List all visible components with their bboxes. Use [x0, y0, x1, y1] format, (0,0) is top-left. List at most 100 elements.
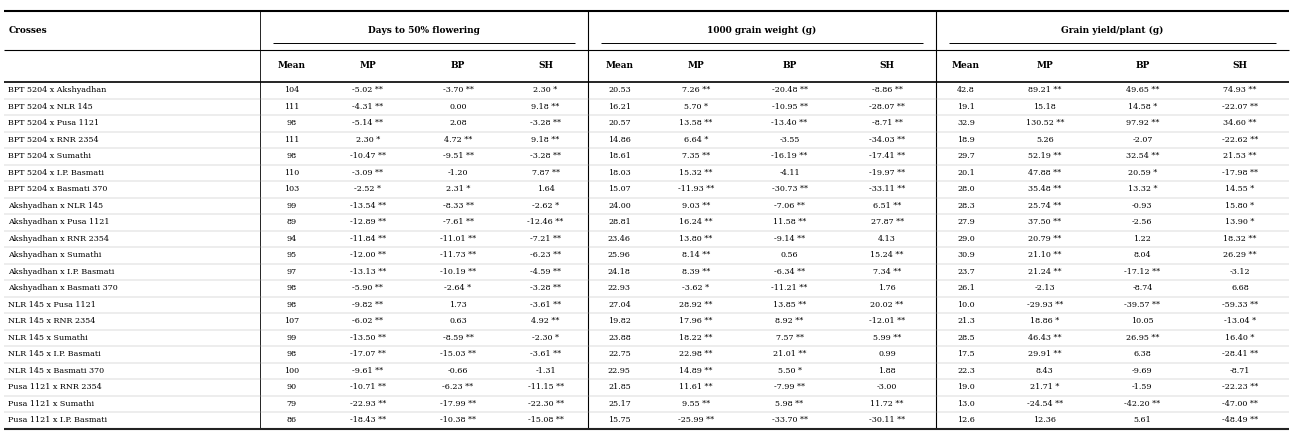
Text: 104: 104	[284, 86, 299, 94]
Text: NLR 145 x Basmati 370: NLR 145 x Basmati 370	[8, 367, 104, 375]
Text: 2.31 *: 2.31 *	[446, 185, 470, 193]
Text: 46.43 **: 46.43 **	[1028, 334, 1062, 342]
Text: -7.21 **: -7.21 **	[530, 235, 561, 243]
Text: 5.26: 5.26	[1036, 136, 1054, 144]
Text: -28.41 **: -28.41 **	[1222, 350, 1258, 358]
Text: -5.90 **: -5.90 **	[352, 284, 383, 292]
Text: -6.23 **: -6.23 **	[530, 251, 561, 259]
Text: 28.92 **: 28.92 **	[679, 301, 712, 309]
Text: 15.18: 15.18	[1033, 103, 1057, 111]
Text: -13.54 **: -13.54 **	[350, 202, 386, 210]
Text: 0.56: 0.56	[780, 251, 799, 259]
Text: 0.00: 0.00	[449, 103, 467, 111]
Text: 16.24 **: 16.24 **	[679, 218, 712, 226]
Text: -20.48 **: -20.48 **	[771, 86, 808, 94]
Text: 13.58 **: 13.58 **	[679, 119, 712, 127]
Text: 7.34 **: 7.34 **	[873, 268, 902, 276]
Text: -7.61 **: -7.61 **	[442, 218, 473, 226]
Text: -6.02 **: -6.02 **	[352, 318, 383, 325]
Text: -30.73 **: -30.73 **	[771, 185, 808, 193]
Text: 98: 98	[286, 350, 297, 358]
Text: BP: BP	[450, 61, 466, 70]
Text: 26.1: 26.1	[957, 284, 975, 292]
Text: 49.65 **: 49.65 **	[1126, 86, 1158, 94]
Text: -11.73 **: -11.73 **	[440, 251, 476, 259]
Text: -3.09 **: -3.09 **	[352, 169, 383, 177]
Text: 6.38: 6.38	[1134, 350, 1151, 358]
Text: -3.12: -3.12	[1229, 268, 1250, 276]
Text: 1.73: 1.73	[449, 301, 467, 309]
Text: -5.02 **: -5.02 **	[352, 86, 383, 94]
Text: Pusa 1121 x I.P. Basmati: Pusa 1121 x I.P. Basmati	[8, 416, 107, 424]
Text: NLR 145 x Pusa 1121: NLR 145 x Pusa 1121	[8, 301, 95, 309]
Text: 34.60 **: 34.60 **	[1223, 119, 1256, 127]
Text: -13.50 **: -13.50 **	[350, 334, 386, 342]
Text: 95: 95	[286, 251, 297, 259]
Text: 99: 99	[286, 334, 297, 342]
Text: 20.02 **: 20.02 **	[871, 301, 904, 309]
Text: -3.61 **: -3.61 **	[530, 301, 561, 309]
Text: 8.92 **: 8.92 **	[775, 318, 804, 325]
Text: 10.0: 10.0	[957, 301, 975, 309]
Text: -22.62 **: -22.62 **	[1222, 136, 1258, 144]
Text: 23.46: 23.46	[608, 235, 631, 243]
Text: BPT 5204 x Pusa 1121: BPT 5204 x Pusa 1121	[8, 119, 99, 127]
Text: BPT 5204 x RNR 2354: BPT 5204 x RNR 2354	[8, 136, 98, 144]
Text: 32.54 **: 32.54 **	[1126, 152, 1158, 160]
Text: 32.9: 32.9	[957, 119, 975, 127]
Text: 21.24 **: 21.24 **	[1028, 268, 1062, 276]
Text: 99: 99	[286, 202, 297, 210]
Text: -6.34 **: -6.34 **	[774, 268, 805, 276]
Text: 16.40 *: 16.40 *	[1226, 334, 1255, 342]
Text: 0.99: 0.99	[878, 350, 897, 358]
Text: -3.62 *: -3.62 *	[682, 284, 710, 292]
Text: -2.30 *: -2.30 *	[531, 334, 559, 342]
Text: -2.62 *: -2.62 *	[531, 202, 559, 210]
Text: -2.52 *: -2.52 *	[355, 185, 382, 193]
Text: Akshyadhan x NLR 145: Akshyadhan x NLR 145	[8, 202, 103, 210]
Text: -7.06 **: -7.06 **	[774, 202, 805, 210]
Text: 15.24 **: 15.24 **	[871, 251, 904, 259]
Text: 94: 94	[286, 235, 297, 243]
Text: Mean: Mean	[952, 61, 980, 70]
Text: 14.58 *: 14.58 *	[1127, 103, 1157, 111]
Text: -13.40 **: -13.40 **	[771, 119, 808, 127]
Text: 2.30 *: 2.30 *	[534, 86, 557, 94]
Text: 4.92 **: 4.92 **	[531, 318, 560, 325]
Text: -1.20: -1.20	[448, 169, 468, 177]
Text: Akshyadhan x I.P. Basmati: Akshyadhan x I.P. Basmati	[8, 268, 114, 276]
Text: 30.9: 30.9	[957, 251, 975, 259]
Text: 24.18: 24.18	[608, 268, 631, 276]
Text: -2.64 *: -2.64 *	[445, 284, 472, 292]
Text: 18.03: 18.03	[608, 169, 631, 177]
Text: 52.19 **: 52.19 **	[1028, 152, 1062, 160]
Text: 22.75: 22.75	[608, 350, 631, 358]
Text: -3.00: -3.00	[877, 383, 898, 391]
Text: 14.89 **: 14.89 **	[679, 367, 712, 375]
Text: 27.87 **: 27.87 **	[871, 218, 904, 226]
Text: 1.22: 1.22	[1134, 235, 1151, 243]
Text: 5.98 **: 5.98 **	[775, 400, 804, 408]
Text: 28.3: 28.3	[957, 202, 975, 210]
Text: 6.51 **: 6.51 **	[873, 202, 902, 210]
Text: 20.79 **: 20.79 **	[1028, 235, 1062, 243]
Text: 2.08: 2.08	[449, 119, 467, 127]
Text: 107: 107	[284, 318, 299, 325]
Text: -7.99 **: -7.99 **	[774, 383, 805, 391]
Text: Akshyadhan x Basmati 370: Akshyadhan x Basmati 370	[8, 284, 117, 292]
Text: SH: SH	[538, 61, 553, 70]
Text: 0.63: 0.63	[449, 318, 467, 325]
Text: 13.80 **: 13.80 **	[679, 235, 712, 243]
Text: NLR 145 x I.P. Basmati: NLR 145 x I.P. Basmati	[8, 350, 101, 358]
Text: -30.11 **: -30.11 **	[869, 416, 906, 424]
Text: BPT 5204 x NLR 145: BPT 5204 x NLR 145	[8, 103, 93, 111]
Text: 27.04: 27.04	[608, 301, 631, 309]
Text: -25.99 **: -25.99 **	[677, 416, 713, 424]
Text: 98: 98	[286, 152, 297, 160]
Text: 13.90 *: 13.90 *	[1226, 218, 1255, 226]
Text: -8.71 **: -8.71 **	[872, 119, 903, 127]
Text: 26.29 **: 26.29 **	[1223, 251, 1256, 259]
Text: 18.22 **: 18.22 **	[679, 334, 712, 342]
Text: 29.7: 29.7	[957, 152, 975, 160]
Text: 37.50 **: 37.50 **	[1028, 218, 1062, 226]
